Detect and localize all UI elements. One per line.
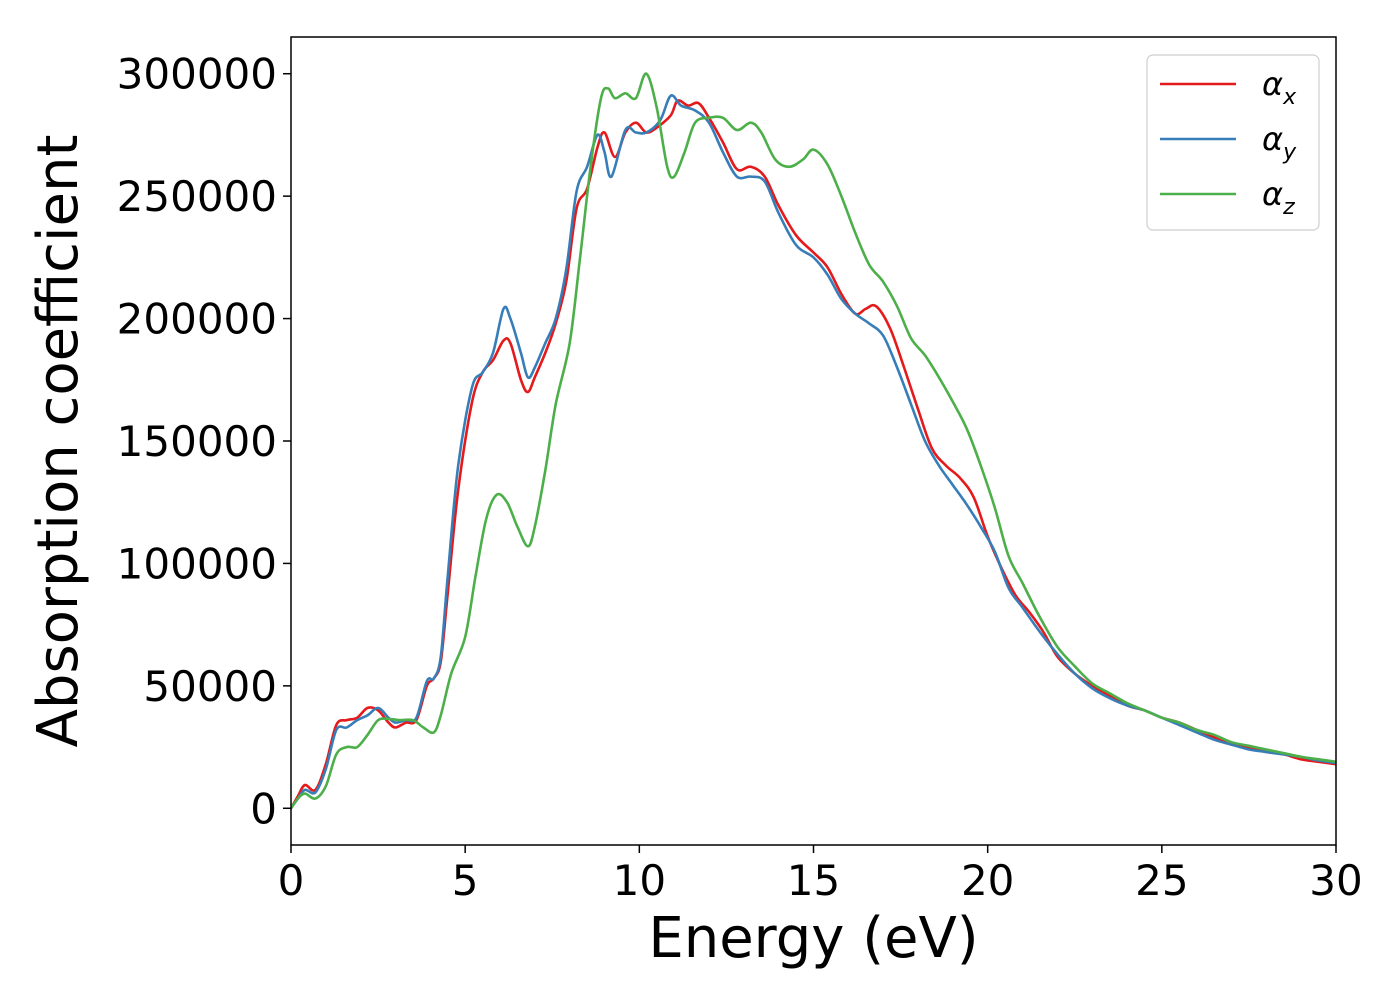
legend: αx αy αz: [1146, 54, 1320, 231]
y-axis-label: Absorption coefficient: [26, 135, 91, 748]
series-line-alpha-z: [291, 72, 1336, 810]
axis-ticks: 0 5 10 15 20 25 30 0 50000 100000 150000 200000 2500…: [117, 50, 1363, 905]
y-tick-label: 200000: [117, 295, 277, 344]
series-line-alpha-y: [291, 94, 1336, 810]
x-axis-label: Energy (eV): [648, 906, 978, 971]
y-tick-label: 50000: [143, 662, 277, 711]
series-line-alpha-x: [291, 99, 1336, 810]
x-tick-label: 20: [961, 856, 1014, 905]
x-tick-label: 10: [613, 856, 666, 905]
y-tick-label: 250000: [117, 172, 277, 221]
legend-label: αz: [1262, 175, 1295, 220]
y-tick-label: 150000: [117, 417, 277, 466]
x-tick-label: 30: [1309, 856, 1362, 905]
series-lines: [291, 72, 1336, 810]
x-tick-label: 0: [278, 856, 305, 905]
y-tick-label: 100000: [117, 539, 277, 588]
legend-label: αx: [1262, 65, 1297, 110]
y-tick-label: 0: [250, 784, 277, 833]
x-tick-label: 15: [787, 856, 840, 905]
y-tick-label: 300000: [117, 50, 277, 99]
legend-label: αy: [1262, 120, 1297, 165]
x-tick-label: 5: [452, 856, 479, 905]
x-tick-label: 25: [1135, 856, 1188, 905]
legend-box: [1146, 54, 1320, 231]
